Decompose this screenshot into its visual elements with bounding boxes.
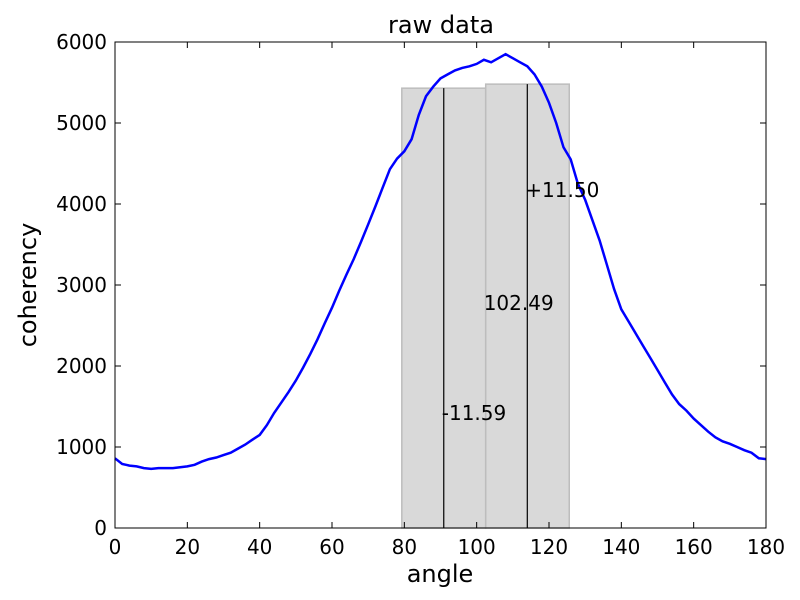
x-tick-label: 100: [458, 535, 496, 559]
chart-title: raw data: [388, 11, 494, 39]
x-tick-label: 160: [675, 535, 713, 559]
vertical-lines: [443, 84, 528, 528]
series-line: [114, 52, 767, 471]
y-tick-label: 5000: [56, 111, 107, 135]
y-tick-label: 6000: [56, 30, 107, 54]
x-tick-label: 20: [175, 535, 200, 559]
x-ticks: 0 20 40 60 80 100 120 140 160 180: [109, 42, 785, 559]
x-tick-label: 80: [392, 535, 417, 559]
y-tick-label: 2000: [56, 354, 107, 378]
y-axis-label: coherency: [14, 223, 42, 348]
annotations: +11.50 102.49 -11.59: [442, 178, 600, 425]
y-tick-label: 1000: [56, 435, 107, 459]
annotation-label-0: +11.50: [525, 178, 599, 202]
y-tick-label: 4000: [56, 192, 107, 216]
annotation-label-2: -11.59: [442, 401, 506, 425]
x-tick-label: 120: [530, 535, 568, 559]
x-tick-label: 0: [109, 535, 122, 559]
x-tick-label: 40: [247, 535, 272, 559]
x-axis-label: angle: [407, 560, 474, 588]
y-tick-label: 3000: [56, 273, 107, 297]
annotation-label-1: 102.49: [484, 291, 554, 315]
y-ticks: 0 1000 2000 3000 4000 5000 6000: [56, 30, 766, 540]
x-tick-label: 180: [747, 535, 785, 559]
x-tick-label: 140: [602, 535, 640, 559]
y-tick-label: 0: [94, 516, 107, 540]
x-tick-label: 60: [319, 535, 344, 559]
